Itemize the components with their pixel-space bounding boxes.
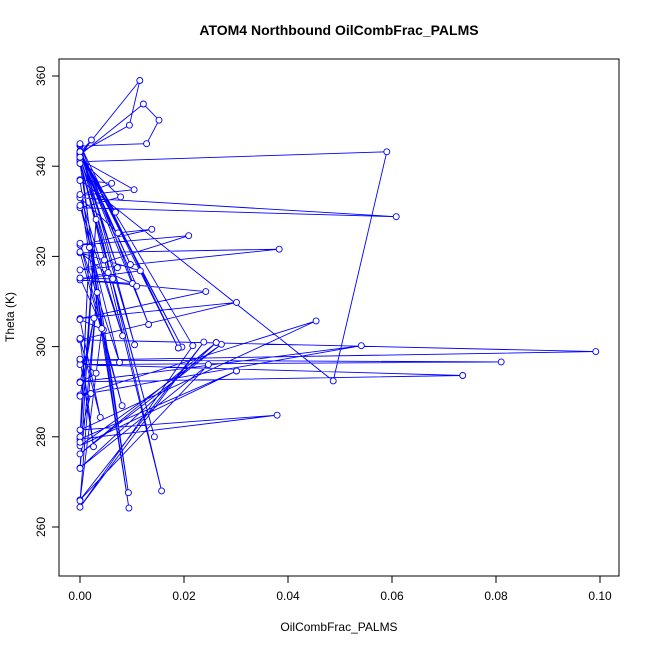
x-axis-label: OilCombFrac_PALMS [280, 620, 397, 634]
data-point [143, 140, 151, 148]
data-point [275, 245, 283, 253]
data-point [109, 275, 117, 283]
data-point [76, 153, 84, 161]
data-point [130, 186, 138, 194]
data-point [76, 392, 84, 400]
data-point [76, 316, 84, 323]
y-tick-label: 320 [34, 246, 48, 266]
data-point [204, 361, 212, 369]
data-point [76, 379, 84, 387]
data-point [76, 355, 84, 363]
x-tick-label: 0.08 [484, 589, 508, 603]
data-point [100, 256, 108, 264]
data-point [76, 266, 84, 274]
data-point [233, 367, 240, 375]
data-point [148, 225, 156, 233]
data-point [273, 411, 281, 419]
x-tick-label: 0.06 [380, 589, 404, 603]
data-point [133, 282, 141, 290]
data-point [93, 289, 101, 296]
data-point [76, 239, 84, 247]
data-point [114, 229, 122, 237]
data-point [76, 450, 84, 458]
data-point [92, 215, 100, 223]
data-point [212, 339, 220, 346]
data-point [90, 443, 97, 451]
data-point [118, 402, 126, 410]
y-tick-label: 260 [34, 517, 48, 537]
data-point [150, 433, 158, 441]
data-point [76, 177, 84, 185]
data-point [119, 332, 127, 340]
data-point [90, 314, 98, 322]
data-point [312, 317, 320, 325]
data-point [87, 390, 95, 397]
data-point [76, 201, 84, 209]
data-point [383, 148, 391, 156]
data-point [113, 264, 121, 272]
data-point [497, 358, 505, 366]
y-tick-label: 300 [34, 336, 48, 356]
data-point [158, 487, 166, 495]
x-tick-label: 0.02 [172, 589, 196, 603]
data-point [392, 213, 400, 221]
data-point [136, 77, 144, 84]
data-point [87, 136, 95, 144]
data-point [202, 288, 210, 296]
y-tick-label: 360 [34, 66, 48, 86]
data-point [76, 160, 84, 167]
data-point [116, 358, 123, 366]
data-point [136, 267, 144, 275]
data-point [117, 193, 125, 201]
data-point [108, 179, 116, 187]
data-point [96, 413, 104, 421]
chart-title: ATOM4 Northbound OilCombFrac_PALMS [199, 22, 478, 38]
data-point [139, 100, 147, 108]
data-point [131, 341, 139, 349]
x-tick-label: 0.04 [276, 589, 300, 603]
data-point [125, 121, 133, 129]
data-point [189, 342, 197, 350]
axes: 0.00 0.02 0.04 0.06 0.08 0.10 260 280 300 320 340 3… [34, 58, 620, 603]
plot-area [76, 77, 600, 512]
data-point [76, 140, 84, 148]
data-point [459, 372, 467, 379]
data-point [111, 208, 119, 216]
data-point [76, 248, 84, 256]
y-tick-label: 340 [34, 156, 48, 176]
data-point [76, 503, 84, 511]
x-tick-label: 0.00 [68, 589, 92, 603]
data-point [76, 426, 84, 434]
data-point [76, 497, 84, 505]
data-point [592, 348, 600, 356]
data-point [124, 489, 132, 497]
data-point [233, 298, 240, 306]
data-point [85, 243, 93, 251]
data-point [185, 232, 193, 240]
data-point [329, 377, 337, 385]
data-point [92, 369, 100, 377]
data-point [76, 191, 84, 199]
data-point [155, 116, 163, 124]
data-point [126, 261, 134, 268]
data-point [98, 325, 106, 333]
data-point [76, 438, 84, 446]
data-point [76, 464, 84, 472]
y-tick-label: 280 [34, 426, 48, 446]
data-point [125, 504, 133, 512]
data-point [174, 344, 182, 352]
data-point [104, 269, 112, 277]
data-point [145, 321, 153, 328]
data-point [357, 342, 365, 350]
x-tick-label: 0.10 [588, 589, 612, 603]
y-axis-label: Theta (K) [3, 292, 17, 342]
data-point [200, 338, 208, 346]
data-point [76, 335, 84, 342]
data-point [76, 274, 84, 282]
